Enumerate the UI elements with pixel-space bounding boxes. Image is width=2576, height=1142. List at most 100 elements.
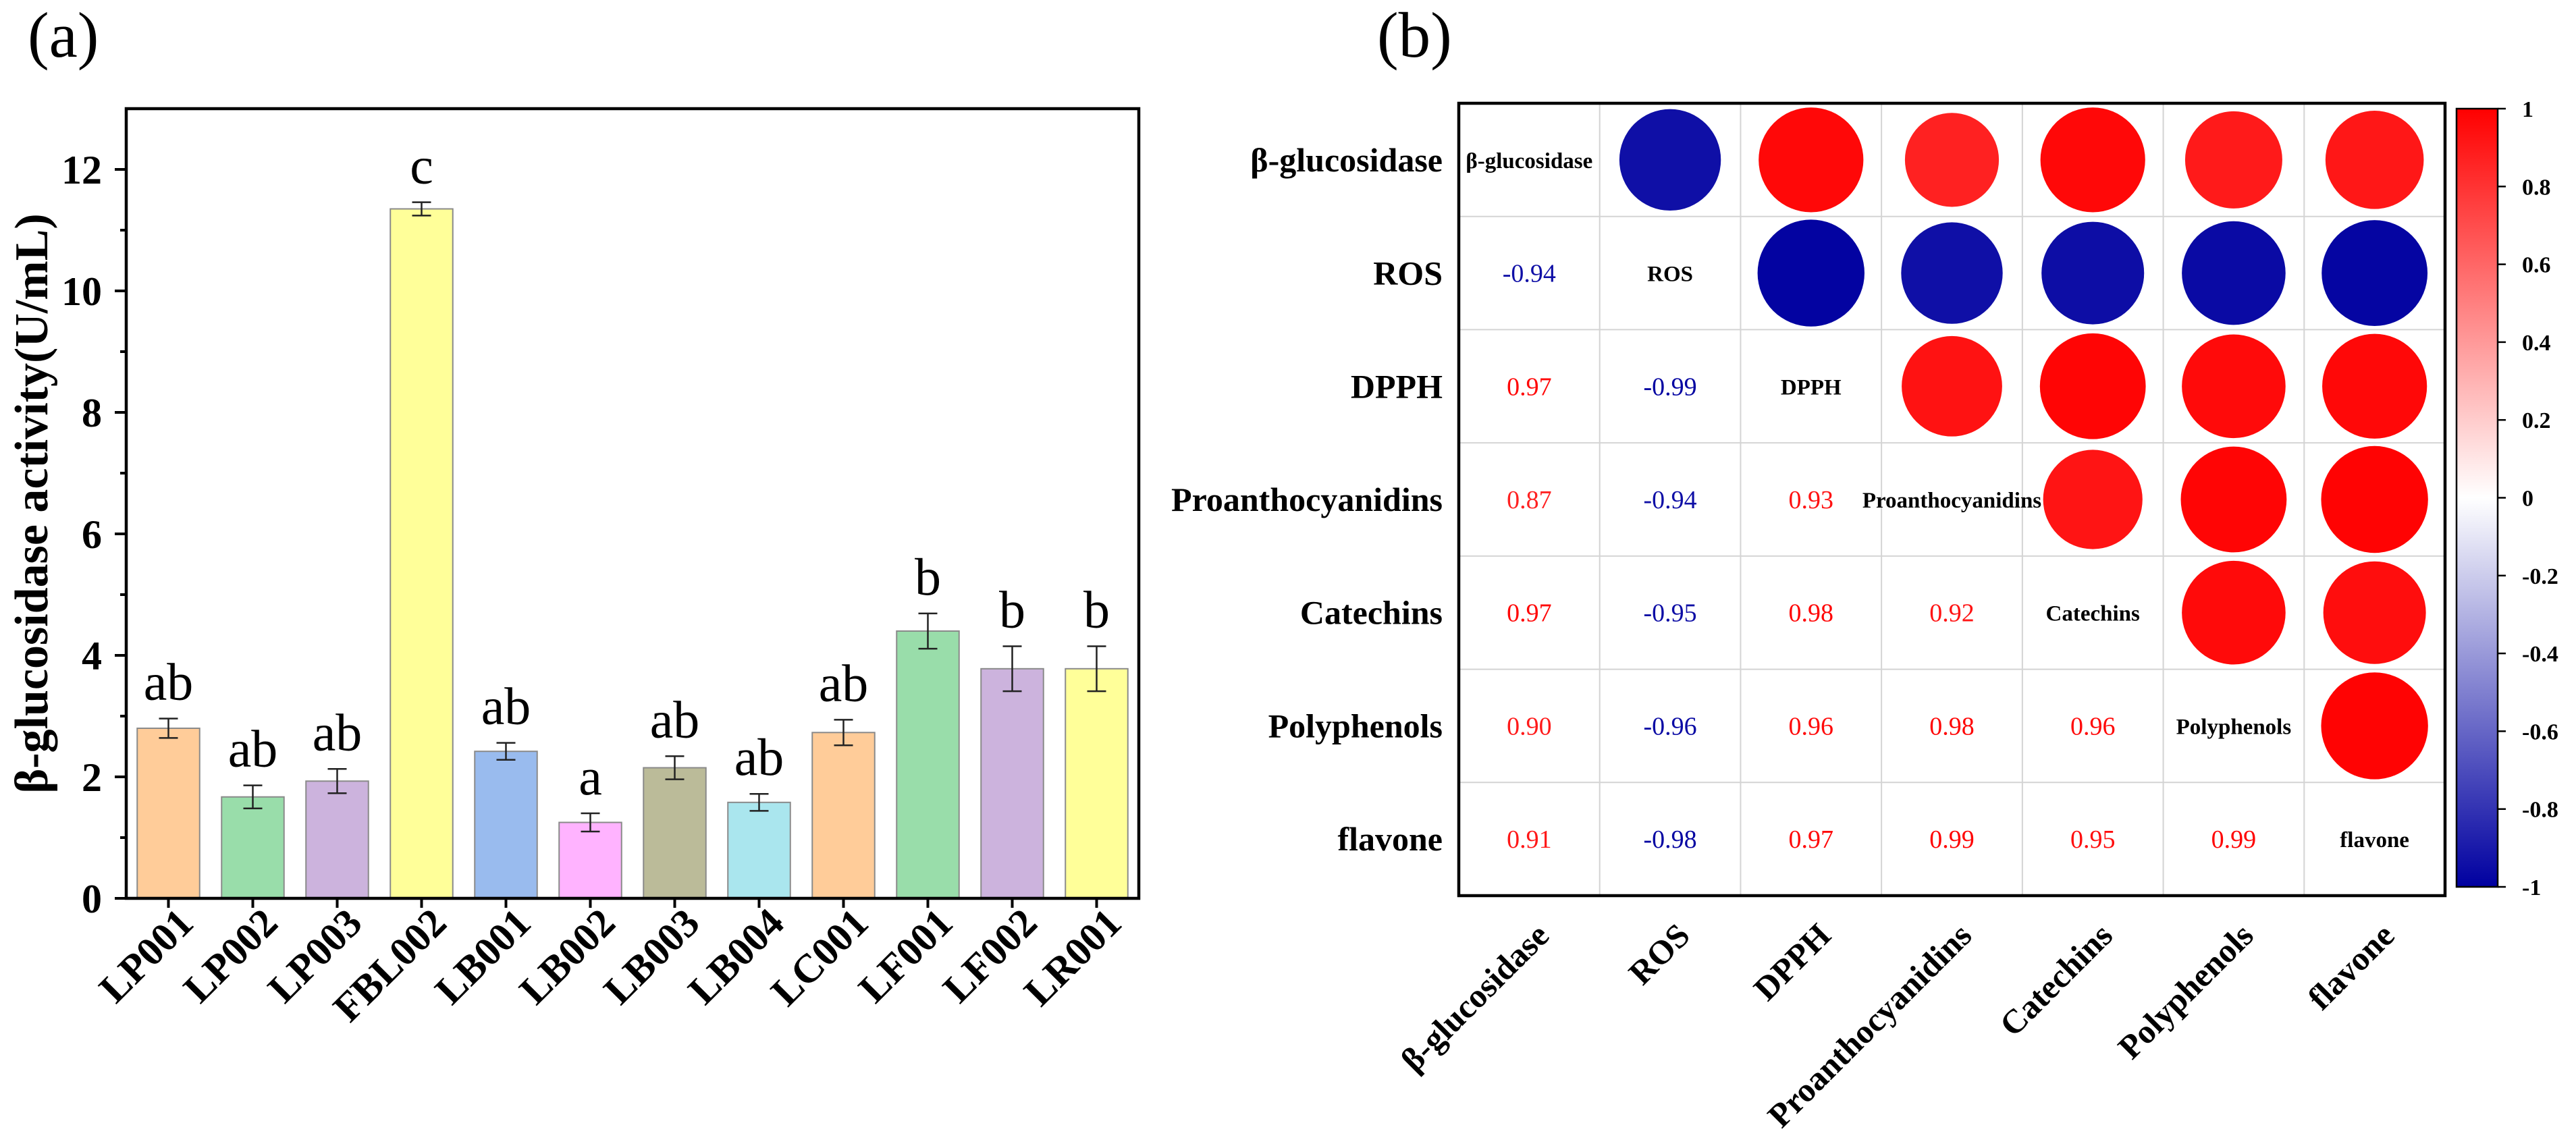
column-label: β-glucosidase xyxy=(1393,916,1556,1079)
colorbar: 1 0.8 0.6 0.4 0.2 0 -0.2 -0.4 -0.6 -0.8 -1 xyxy=(2455,97,2558,900)
x-tick-label: LB002 xyxy=(511,900,624,1013)
correlation-circle xyxy=(2323,561,2426,664)
panel-b-label: (b) xyxy=(1377,0,1452,71)
x-tick-label: LF001 xyxy=(850,900,961,1012)
correlation-coefficient: 0.99 xyxy=(2211,825,2257,854)
colorbar-tick-label: 0.8 xyxy=(2522,175,2551,200)
x-tick-label: LP001 xyxy=(90,900,202,1012)
x-tick-label: LC001 xyxy=(762,900,876,1014)
bar-lb003 xyxy=(643,767,707,899)
column-label: Polyphenols xyxy=(2110,916,2260,1066)
significance-letter: ab xyxy=(313,703,363,761)
significance-letter: b xyxy=(999,580,1025,639)
colorbar-scale xyxy=(2455,107,2499,888)
error-bar-lc001 xyxy=(834,719,853,746)
correlation-coefficient: -0.95 xyxy=(1643,599,1696,628)
plot-frame-a xyxy=(124,107,1141,900)
correlation-circle xyxy=(2182,334,2286,439)
diagonal-variable-label: DPPH xyxy=(1781,375,1842,400)
diagonal-variable-label: Catechins xyxy=(2046,602,2140,626)
correlation-coefficient: -0.94 xyxy=(1503,260,1556,288)
y-axis-label: β-glucosidase activity(U/mL) xyxy=(6,213,58,793)
colorbar-tick-label: -0.6 xyxy=(2522,719,2558,744)
bar-lp003 xyxy=(305,780,369,900)
significance-letter: a xyxy=(579,747,602,806)
significance-letter: c xyxy=(410,136,433,195)
significance-letter: b xyxy=(1083,580,1110,639)
row-label: ROS xyxy=(1373,254,1443,292)
correlation-coefficient: 0.97 xyxy=(1789,825,1834,854)
x-tick-label: LB001 xyxy=(427,900,539,1013)
x-tick-label: LB003 xyxy=(595,900,708,1013)
row-label: Proanthocyanidins xyxy=(1171,481,1443,518)
correlation-circle xyxy=(2180,446,2287,553)
correlation-circle xyxy=(2325,111,2424,209)
row-label: Catechins xyxy=(1300,594,1443,632)
row-label: flavone xyxy=(1337,820,1443,858)
colorbar-tick-label: -1 xyxy=(2522,875,2541,900)
y-tick-label: 8 xyxy=(82,391,102,435)
correlation-circle xyxy=(2321,672,2428,780)
bar-lb004 xyxy=(727,801,791,900)
diagonal-variable-label: ROS xyxy=(1647,263,1693,287)
significance-letter: ab xyxy=(650,690,700,749)
error-bar-lb003 xyxy=(665,755,685,780)
significance-letter: ab xyxy=(819,653,869,712)
correlation-coefficient: 0.98 xyxy=(1929,712,1975,740)
plot-frame-b xyxy=(1457,101,2447,898)
error-bar-lf002 xyxy=(1002,645,1022,692)
correlation-coefficient: 0.92 xyxy=(1929,599,1975,628)
y-tick-label: 6 xyxy=(82,512,102,557)
bar-lr001 xyxy=(1065,668,1129,899)
correlation-coefficient: 0.90 xyxy=(1507,712,1552,740)
row-label: β-glucosidase xyxy=(1250,141,1443,179)
column-label: Catechins xyxy=(1992,916,2120,1043)
correlation-coefficient: 0.97 xyxy=(1507,373,1552,401)
correlation-coefficient: 0.91 xyxy=(1507,825,1552,854)
bar-lc001 xyxy=(811,732,876,900)
column-label: DPPH xyxy=(1746,916,1838,1008)
y-axis: 0 2 4 6 8 10 12 xyxy=(61,148,126,921)
error-bar-lb004 xyxy=(749,792,769,812)
correlation-circle xyxy=(2039,333,2146,439)
error-bars xyxy=(159,201,1106,833)
column-label: ROS xyxy=(1621,916,1697,991)
correlation-coefficient: -0.96 xyxy=(1643,712,1696,740)
row-label: Polyphenols xyxy=(1268,707,1443,744)
error-bar-lp002 xyxy=(243,784,263,810)
correlation-circle xyxy=(2182,221,2286,325)
correlation-circle xyxy=(2322,333,2427,439)
colorbar-ticks: 1 0.8 0.6 0.4 0.2 0 -0.2 -0.4 -0.6 -0.8 -1 xyxy=(2498,97,2558,900)
y-tick-label: 10 xyxy=(61,269,102,314)
colorbar-tick-label: 0 xyxy=(2522,487,2533,512)
correlation-circle xyxy=(1902,335,2002,437)
correlation-circle xyxy=(1759,107,1864,213)
heatmap-grid xyxy=(1459,103,2445,896)
significance-letter: b xyxy=(915,547,941,606)
colorbar-tick-label: 0.4 xyxy=(2522,331,2551,356)
correlation-circle xyxy=(2321,445,2428,553)
colorbar-tick-label: -0.2 xyxy=(2522,564,2558,589)
y-tick-label: 12 xyxy=(61,148,102,192)
diagonal-variable-label: β-glucosidase xyxy=(1466,149,1592,173)
error-bar-lp003 xyxy=(327,768,347,794)
x-tick-label: LP002 xyxy=(175,900,286,1012)
panel-a-label: (a) xyxy=(28,0,99,71)
bar-lp002 xyxy=(221,796,285,899)
correlation-circle xyxy=(2184,111,2282,209)
correlation-coefficient: -0.98 xyxy=(1643,825,1696,854)
error-bar-lb002 xyxy=(581,812,600,833)
correlation-coefficient: 0.96 xyxy=(2070,712,2116,740)
y-tick-label: 0 xyxy=(82,877,102,921)
error-bar-fbl002 xyxy=(412,201,431,217)
bar-lf002 xyxy=(980,668,1044,899)
error-bar-lf001 xyxy=(918,612,938,650)
correlation-coefficient: 0.97 xyxy=(1507,599,1552,628)
colorbar-tick-label: 1 xyxy=(2522,97,2533,122)
correlation-coefficient: -0.99 xyxy=(1643,373,1696,401)
significance-letter: ab xyxy=(228,719,278,778)
correlation-circle xyxy=(2322,220,2428,326)
